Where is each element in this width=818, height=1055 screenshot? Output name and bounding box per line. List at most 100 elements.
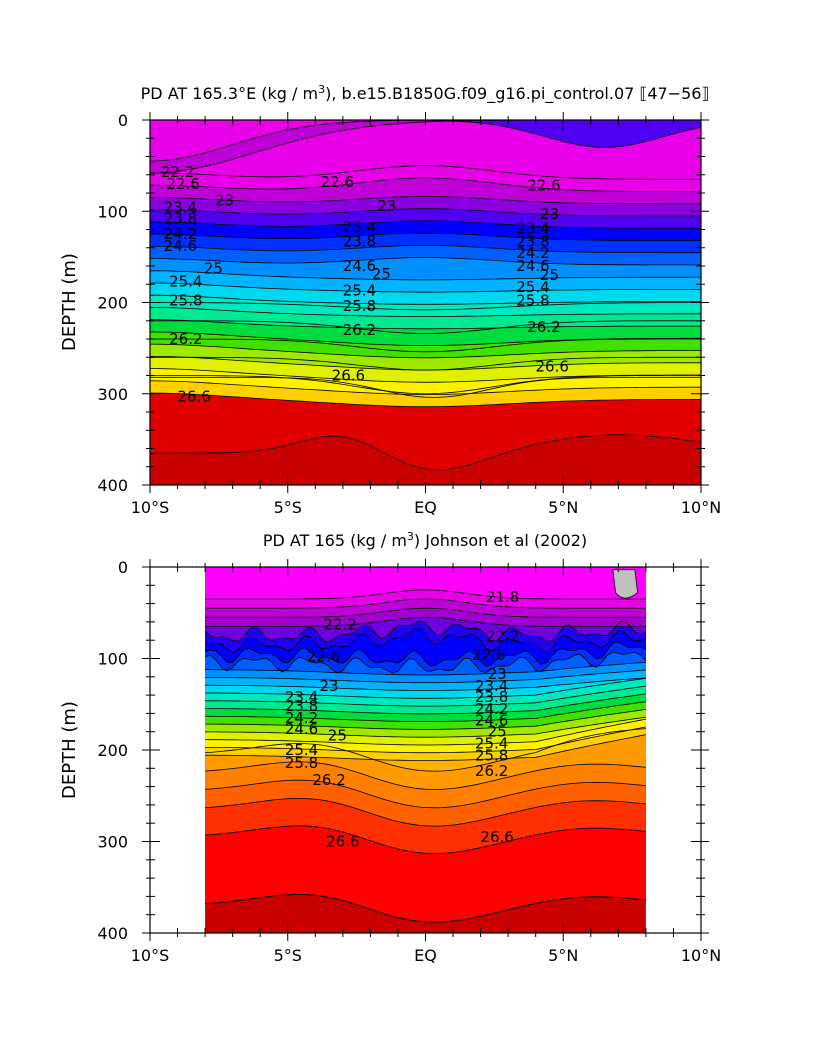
contour-line bbox=[150, 375, 701, 395]
contour-label: 26.2 bbox=[343, 321, 376, 339]
contour-line bbox=[205, 589, 646, 600]
contour-line bbox=[205, 728, 646, 772]
y-tick-label: 0 bbox=[118, 111, 128, 130]
x-tick-label: 5°S bbox=[274, 498, 302, 517]
contour-label: 25.8 bbox=[285, 754, 318, 772]
contour-line bbox=[150, 257, 701, 266]
top-panel-title: PD AT 165.3°E (kg / m3), b.e15.B1850G.f0… bbox=[141, 83, 710, 105]
contour-line bbox=[150, 356, 701, 371]
contour-line bbox=[150, 380, 701, 395]
contour-label: 25.4 bbox=[343, 282, 376, 300]
contour-label: 23.8 bbox=[285, 697, 318, 715]
contour-label: 23.4 bbox=[164, 199, 197, 217]
contour-label: 25.4 bbox=[475, 735, 508, 753]
contour-line bbox=[205, 718, 646, 746]
y-tick-label: 400 bbox=[97, 924, 128, 943]
contour-line bbox=[150, 376, 701, 398]
x-tick-label: EQ bbox=[414, 946, 437, 965]
contour-label: 23.8 bbox=[164, 210, 197, 228]
contour-line bbox=[204, 620, 647, 643]
bottom-axis-ticks bbox=[142, 559, 709, 941]
contour-line bbox=[205, 651, 647, 674]
contour-line bbox=[205, 685, 646, 707]
contour-line bbox=[205, 734, 646, 761]
top-y-tick-labels: 0 100 200 300 400 bbox=[97, 111, 128, 495]
contour-label: 23.4 bbox=[285, 688, 318, 706]
contour-label: 26.6 bbox=[480, 828, 513, 846]
contour-label: 23.4 bbox=[475, 677, 508, 695]
contour-label: 26.6 bbox=[332, 367, 365, 385]
contour-label: 24.2 bbox=[475, 700, 508, 718]
contour-band bbox=[205, 567, 646, 599]
contour-line bbox=[150, 196, 701, 205]
y-tick-label: 200 bbox=[97, 294, 128, 313]
contour-label: 22.6 bbox=[527, 177, 560, 195]
contour-label: 23 bbox=[320, 677, 339, 695]
contour-line bbox=[150, 208, 701, 217]
contour-label: 25.4 bbox=[285, 741, 318, 759]
contour-label: 23.8 bbox=[343, 232, 376, 250]
bottom-panel: PD AT 165 (kg / m3) Johnson et al (2002)… bbox=[59, 530, 721, 966]
svg-text:PD AT 165 (kg / m3) Johnson et: PD AT 165 (kg / m3) Johnson et al (2002) bbox=[263, 530, 587, 551]
y-tick-label: 0 bbox=[118, 558, 128, 577]
contour-line bbox=[205, 779, 646, 809]
contour-line bbox=[150, 320, 701, 334]
contour-line bbox=[205, 628, 646, 654]
contour-line bbox=[205, 709, 646, 730]
contour-label: 23 bbox=[540, 205, 559, 223]
contour-line bbox=[205, 797, 646, 827]
contour-label: 25 bbox=[540, 266, 559, 284]
contour-label: 24.2 bbox=[285, 709, 318, 727]
y-tick-label: 300 bbox=[97, 833, 128, 852]
contour-line bbox=[205, 726, 646, 754]
y-tick-label: 100 bbox=[97, 650, 128, 669]
contour-label: 26.6 bbox=[177, 387, 210, 405]
contour-line bbox=[150, 232, 701, 241]
contour-label: 26.6 bbox=[536, 357, 569, 375]
contour-label: 26.2 bbox=[169, 330, 202, 348]
contour-label: 23.4 bbox=[516, 220, 549, 238]
contour-line bbox=[150, 270, 701, 281]
contour-line bbox=[205, 669, 646, 684]
bottom-y-tick-labels: 0 100 200 300 400 bbox=[97, 558, 128, 943]
contour-line bbox=[150, 294, 701, 305]
contour-line bbox=[150, 319, 701, 330]
contour-label: 25.8 bbox=[475, 746, 508, 764]
y-tick-label: 200 bbox=[97, 741, 128, 760]
contour-label: 24.6 bbox=[285, 720, 318, 738]
contour-label: 25.8 bbox=[169, 292, 202, 310]
contour-line bbox=[205, 677, 646, 691]
contour-line bbox=[150, 392, 701, 408]
bottom-x-tick-labels: 10°S 5°S EQ 5°N 10°N bbox=[131, 946, 721, 965]
top-x-tick-labels: 10°S 5°S EQ 5°N 10°N bbox=[131, 498, 721, 517]
x-tick-label: 10°N bbox=[681, 498, 721, 517]
contour-label: 23.8 bbox=[516, 232, 549, 250]
top-contour-lines bbox=[150, 120, 701, 471]
contour-label: 25.8 bbox=[516, 292, 549, 310]
contour-line bbox=[150, 307, 701, 318]
x-tick-label: 10°S bbox=[131, 946, 170, 965]
contour-label: 25.4 bbox=[169, 273, 202, 291]
contour-label: 22.2 bbox=[323, 616, 356, 634]
contour-label: 24.2 bbox=[164, 225, 197, 243]
bottom-contour-labels: 21.822.222.222.6 22.6232323.423.423.823.8… bbox=[285, 588, 520, 850]
contour-line bbox=[205, 677, 646, 699]
contour-label: 24.6 bbox=[164, 237, 197, 255]
contour-line bbox=[205, 598, 646, 609]
contour-line bbox=[150, 177, 701, 192]
contour-line bbox=[205, 701, 646, 722]
contour-line bbox=[205, 616, 646, 627]
top-contour-fills bbox=[150, 120, 701, 485]
contour-label: 24.6 bbox=[475, 712, 508, 730]
x-tick-label: 10°N bbox=[681, 946, 721, 965]
contour-label: 25 bbox=[204, 260, 223, 278]
contour-line bbox=[150, 245, 701, 254]
contour-label: 25.8 bbox=[343, 297, 376, 315]
contour-label: 26.2 bbox=[527, 318, 560, 336]
contour-line bbox=[150, 331, 701, 347]
contour-label: 25 bbox=[372, 265, 391, 283]
contour-line bbox=[205, 661, 646, 676]
contour-line bbox=[150, 165, 701, 180]
top-contour-labels: 22.222.62323.423.824.224.62525.425.826.2… bbox=[161, 163, 569, 405]
